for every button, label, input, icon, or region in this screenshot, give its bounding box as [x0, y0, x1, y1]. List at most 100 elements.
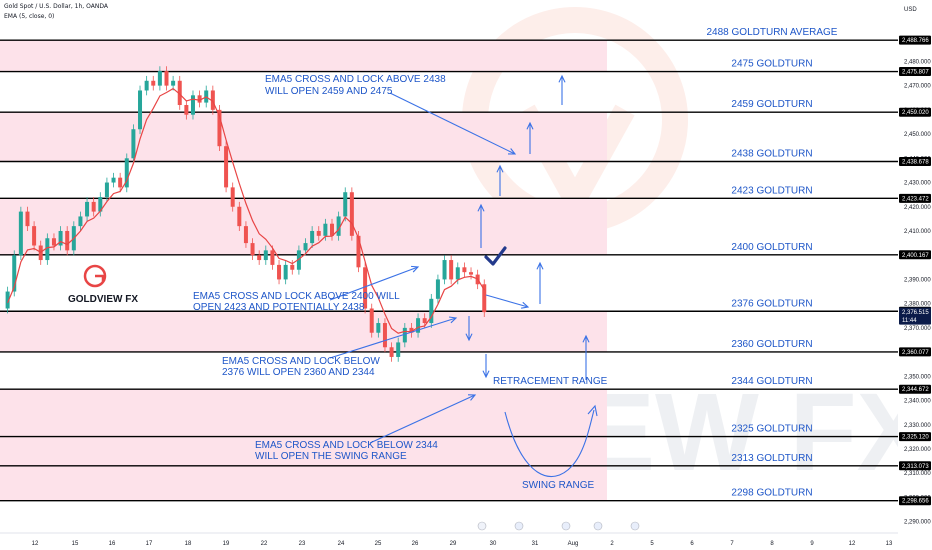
arrow-to-2400 — [329, 265, 420, 301]
time-tick: 13 — [886, 541, 893, 547]
candle — [389, 342, 394, 362]
candle — [51, 233, 56, 251]
candle — [124, 153, 129, 193]
time-tick: 31 — [532, 541, 539, 547]
time-tick: 2 — [610, 541, 614, 547]
level-label-5: 2400 GOLDTURN — [731, 242, 812, 253]
candle — [469, 267, 474, 280]
candle — [104, 177, 109, 202]
candle — [296, 245, 301, 275]
time-tick: 17 — [146, 541, 153, 547]
candle — [12, 250, 17, 297]
time-tick: 29 — [450, 541, 457, 547]
candle — [118, 172, 123, 193]
candle — [230, 182, 235, 212]
candle — [482, 279, 487, 317]
current-price-tag: 2,376.515 11:44 — [899, 307, 931, 325]
level-label-2: 2459 GOLDTURN — [731, 99, 812, 110]
candle — [91, 197, 96, 217]
time-tick: 25 — [375, 541, 382, 547]
svg-text:2,376.515: 2,376.515 — [902, 310, 929, 316]
arrow-up-2376 — [582, 334, 590, 380]
ema-line — [7, 87, 485, 334]
levels-layer: 2488 GOLDTURN AVERAGE 2475 GOLDTURN 2459 G… — [0, 27, 898, 502]
candle — [382, 318, 387, 353]
candle — [462, 262, 467, 278]
time-tick: 23 — [299, 541, 306, 547]
time-tick: 6 — [690, 541, 694, 547]
price-tick: 2,390.000 — [904, 277, 931, 283]
candle — [270, 245, 275, 270]
annotation-above-2438: EMA5 CROSS AND LOCK ABOVE 2438 WILL OPEN… — [265, 74, 448, 97]
candle — [343, 187, 348, 222]
time-tick: Aug — [568, 541, 579, 547]
price-tick: 2,320.000 — [904, 447, 931, 453]
level-label-9: 2325 GOLDTURN — [731, 424, 812, 435]
svg-text:2,475.807: 2,475.807 — [902, 70, 929, 76]
level-label-3: 2438 GOLDTURN — [731, 149, 812, 160]
arrow-up-2475 — [558, 74, 566, 105]
symbol-title: Gold Spot / U.S. Dollar, 1h, OANDA — [4, 3, 108, 10]
svg-text:2,313.073: 2,313.073 — [902, 464, 929, 470]
candle — [78, 211, 83, 231]
candle — [349, 187, 354, 241]
price-tags: 2,488.766 2,475.807 2,459.020 2,438.678 2,42… — [899, 35, 931, 506]
level-label-1: 2475 GOLDTURN — [731, 59, 812, 70]
time-tick: 26 — [412, 541, 419, 547]
candle — [25, 206, 30, 231]
svg-text:2,423.472: 2,423.472 — [902, 196, 929, 202]
zone-4 — [0, 389, 607, 466]
candle — [151, 75, 156, 91]
time-axis[interactable]: 12 15 16 17 18 19 22 23 24 25 26 29 30 31 Aug 2 5 6 7 8 9 12 1… — [32, 541, 893, 547]
arrow-to-2438 — [389, 92, 517, 155]
price-tick: 2,410.000 — [904, 229, 931, 235]
candle — [283, 260, 288, 285]
level-tag-5: 2,400.167 — [899, 250, 931, 260]
arrow-up-2438 — [496, 164, 504, 196]
time-tick: 8 — [770, 541, 774, 547]
check-icon — [484, 246, 507, 266]
annotation-below-2344: EMA5 CROSS AND LOCK BELOW 2344 WILL OPEN… — [255, 440, 441, 462]
candle — [442, 255, 447, 285]
svg-text:2,298.656: 2,298.656 — [902, 499, 929, 505]
candle — [277, 260, 282, 285]
time-tick: 22 — [261, 541, 268, 547]
candle — [184, 100, 189, 120]
level-tag-8: 2,344.672 — [899, 384, 931, 394]
time-tick: 7 — [730, 541, 734, 547]
candle — [243, 221, 248, 248]
arrow-to-2376 — [485, 294, 530, 309]
time-tick: 30 — [490, 541, 497, 547]
candle — [177, 75, 182, 110]
candle — [32, 221, 37, 251]
time-tick: 24 — [338, 541, 345, 547]
level-tag-2: 2,459.020 — [899, 107, 931, 117]
arrow-up-2400 — [536, 261, 544, 304]
arrow-down-2344 — [482, 354, 490, 379]
candle — [429, 293, 434, 328]
level-tag-0: 2,488.766 — [899, 35, 931, 45]
candles-layer — [5, 66, 487, 362]
time-tick: 9 — [810, 541, 814, 547]
time-tick: 16 — [109, 541, 116, 547]
candle — [210, 85, 215, 115]
price-tick: 2,370.000 — [904, 326, 931, 332]
indicator-legend[interactable]: EMA (5, close, 0) — [4, 13, 55, 20]
price-tick: 2,480.000 — [904, 59, 931, 65]
svg-text:2,488.766: 2,488.766 — [902, 38, 929, 44]
candle — [330, 218, 334, 241]
candle — [138, 85, 143, 135]
candle — [164, 66, 169, 91]
candle — [363, 262, 368, 314]
arrows-layer — [329, 74, 598, 477]
currency-label: USD — [904, 7, 917, 13]
candle — [197, 90, 202, 108]
candle — [250, 238, 255, 261]
level-tag-3: 2,438.678 — [899, 157, 931, 167]
candle — [111, 172, 116, 188]
level-tag-9: 2,325.120 — [899, 432, 931, 442]
candle — [98, 192, 103, 217]
candle — [310, 226, 315, 248]
candle — [58, 226, 63, 251]
